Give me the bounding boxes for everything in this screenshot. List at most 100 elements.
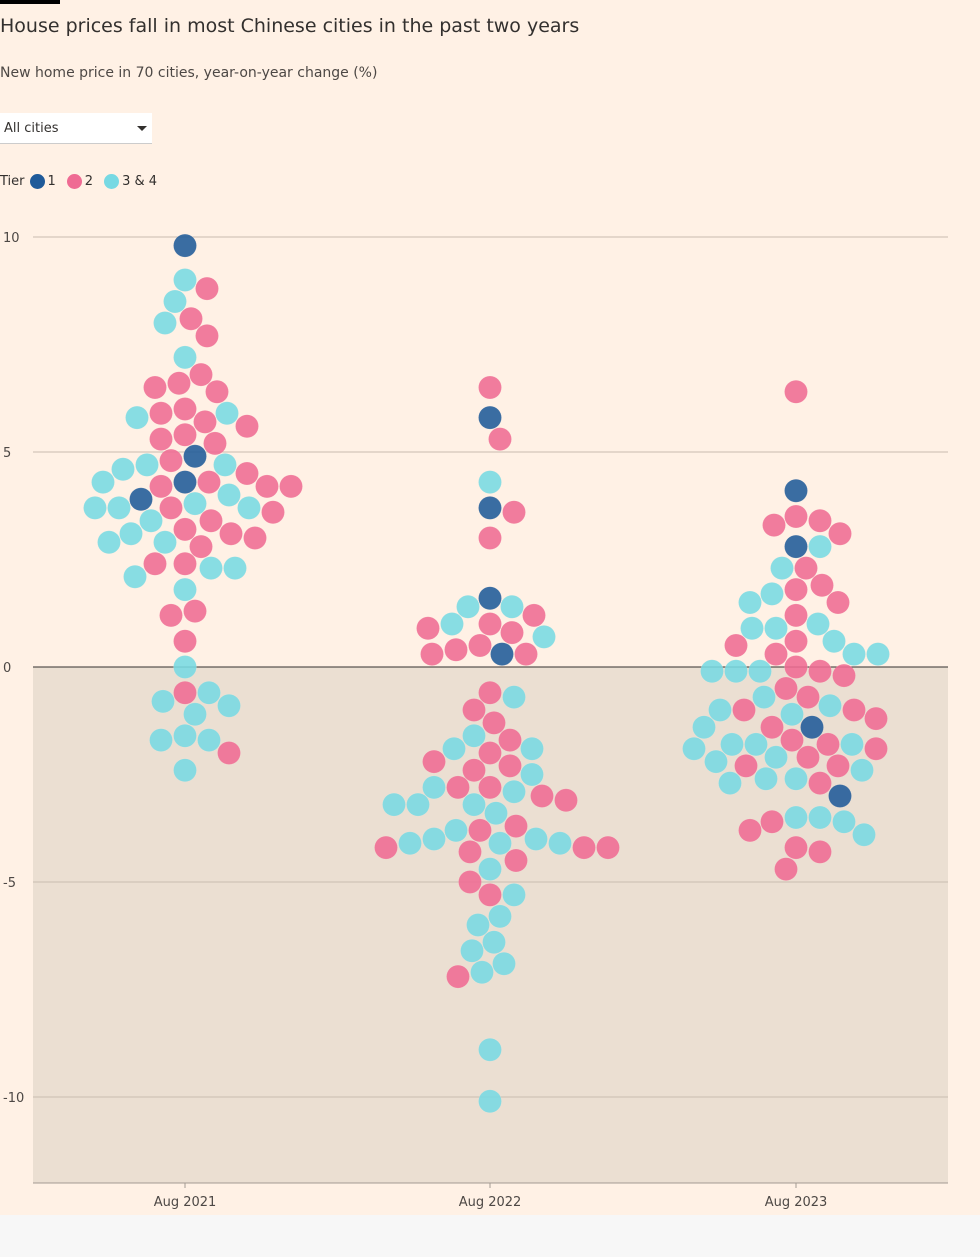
- y-tick-label: -10: [3, 1091, 24, 1106]
- data-point-tier2: [149, 401, 173, 426]
- data-point-tier34: [832, 810, 856, 834]
- data-point-tier2: [458, 870, 482, 894]
- data-point-tier2: [179, 306, 203, 331]
- legend-item-tier1: 1: [25, 174, 56, 189]
- data-point-tier34: [502, 883, 526, 907]
- beeswarm-chart: 10 5 0 -5 -10 Aug 2021 Aug 2022 Aug 2023: [3, 231, 948, 1210]
- city-filter-value: All cities: [4, 121, 59, 136]
- data-point-tier34: [406, 792, 430, 817]
- data-point-tier34: [708, 698, 732, 722]
- data-point-tier34: [764, 745, 788, 770]
- data-point-tier34: [692, 715, 716, 739]
- data-point-tier34: [83, 496, 107, 520]
- data-point-tier2: [724, 633, 748, 658]
- data-point-tier2: [498, 728, 522, 752]
- data-point-tier2: [514, 642, 538, 666]
- data-point-tier2: [796, 685, 820, 709]
- data-point-tier2: [197, 470, 221, 494]
- data-point-tier1: [173, 233, 197, 258]
- data-point-tier1: [478, 496, 502, 520]
- data-point-tier2: [826, 590, 850, 615]
- data-point-tier34: [119, 521, 143, 546]
- data-point-tier34: [151, 689, 175, 714]
- data-point-tier2: [808, 509, 832, 533]
- data-point-tier2: [458, 840, 482, 864]
- chart-subtitle: New home price in 70 cities, year-on-yea…: [0, 65, 378, 81]
- data-point-tier2: [159, 496, 183, 520]
- data-point-tier34: [440, 612, 464, 636]
- data-point-tier2: [596, 835, 620, 860]
- data-point-tier34: [456, 595, 480, 619]
- data-point-tier2: [816, 732, 840, 757]
- data-point-tier2: [189, 362, 213, 387]
- data-point-tier2: [760, 715, 784, 739]
- data-point-tier2: [828, 521, 852, 546]
- data-point-tier2: [444, 638, 468, 662]
- data-point-tier2: [462, 758, 486, 782]
- data-point-tier34: [442, 736, 466, 761]
- y-tick-label: 5: [3, 446, 11, 461]
- data-point-tier34: [173, 268, 197, 292]
- data-point-tier34: [422, 827, 446, 851]
- data-point-tier2: [422, 749, 446, 774]
- data-point-tier2: [478, 526, 502, 550]
- data-point-tier34: [398, 831, 422, 856]
- data-point-tier2: [478, 741, 502, 765]
- data-point-tier2: [149, 474, 173, 499]
- data-point-tier34: [720, 732, 744, 757]
- data-point-tier2: [173, 397, 197, 421]
- data-point-tier2: [205, 380, 229, 404]
- data-point-tier2: [522, 603, 546, 628]
- data-point-tier2: [167, 371, 191, 395]
- data-point-tier34: [780, 702, 804, 727]
- data-point-tier2: [243, 526, 267, 550]
- data-point-tier1: [129, 487, 153, 512]
- data-point-tier34: [460, 939, 484, 963]
- data-point-tier2: [203, 431, 227, 456]
- legend-title: Tier: [0, 174, 25, 189]
- data-point-tier34: [197, 681, 221, 705]
- data-point-tier2: [183, 599, 207, 623]
- data-point-tier34: [532, 625, 556, 649]
- data-point-tier34: [444, 818, 468, 843]
- data-point-tier34: [840, 732, 864, 757]
- data-point-tier34: [752, 685, 776, 709]
- data-point-tier2: [502, 500, 526, 524]
- data-point-tier2: [864, 706, 888, 731]
- chart-page: House prices fall in most Chinese cities…: [0, 0, 980, 1215]
- data-point-tier34: [808, 534, 832, 559]
- data-point-tier1: [478, 586, 502, 610]
- data-point-tier34: [822, 629, 846, 653]
- data-point-tier34: [123, 564, 147, 589]
- data-point-tier34: [704, 749, 728, 774]
- data-point-tier2: [478, 612, 502, 636]
- data-point-tier2: [255, 474, 279, 499]
- data-point-tier2: [468, 633, 492, 658]
- data-point-tier34: [524, 827, 548, 851]
- city-filter-dropdown[interactable]: All cities: [0, 113, 152, 144]
- data-point-tier2: [173, 517, 197, 542]
- data-point-tier2: [420, 642, 444, 666]
- data-point-tier2: [195, 324, 219, 348]
- data-point-tier2: [199, 509, 223, 533]
- data-point-tier2: [784, 629, 808, 653]
- data-point-tier34: [520, 762, 544, 787]
- data-point-tier34: [237, 496, 261, 520]
- data-point-tier2: [482, 711, 506, 735]
- data-point-tier34: [866, 642, 890, 666]
- data-point-tier34: [770, 556, 794, 580]
- data-point-tier34: [478, 1037, 502, 1062]
- data-point-tier2: [760, 810, 784, 834]
- data-point-tier2: [808, 659, 832, 684]
- data-point-tier34: [784, 767, 808, 791]
- data-point-tier2: [446, 775, 470, 800]
- data-point-tier2: [195, 276, 219, 301]
- data-point-tier34: [488, 831, 512, 856]
- data-point-tier34: [488, 904, 512, 929]
- data-point-tier2: [794, 556, 818, 580]
- data-point-tier34: [502, 779, 526, 804]
- data-point-tier34: [682, 736, 706, 761]
- y-tick-label: 0: [3, 661, 11, 676]
- data-point-tier2: [217, 741, 241, 765]
- data-point-tier2: [784, 835, 808, 860]
